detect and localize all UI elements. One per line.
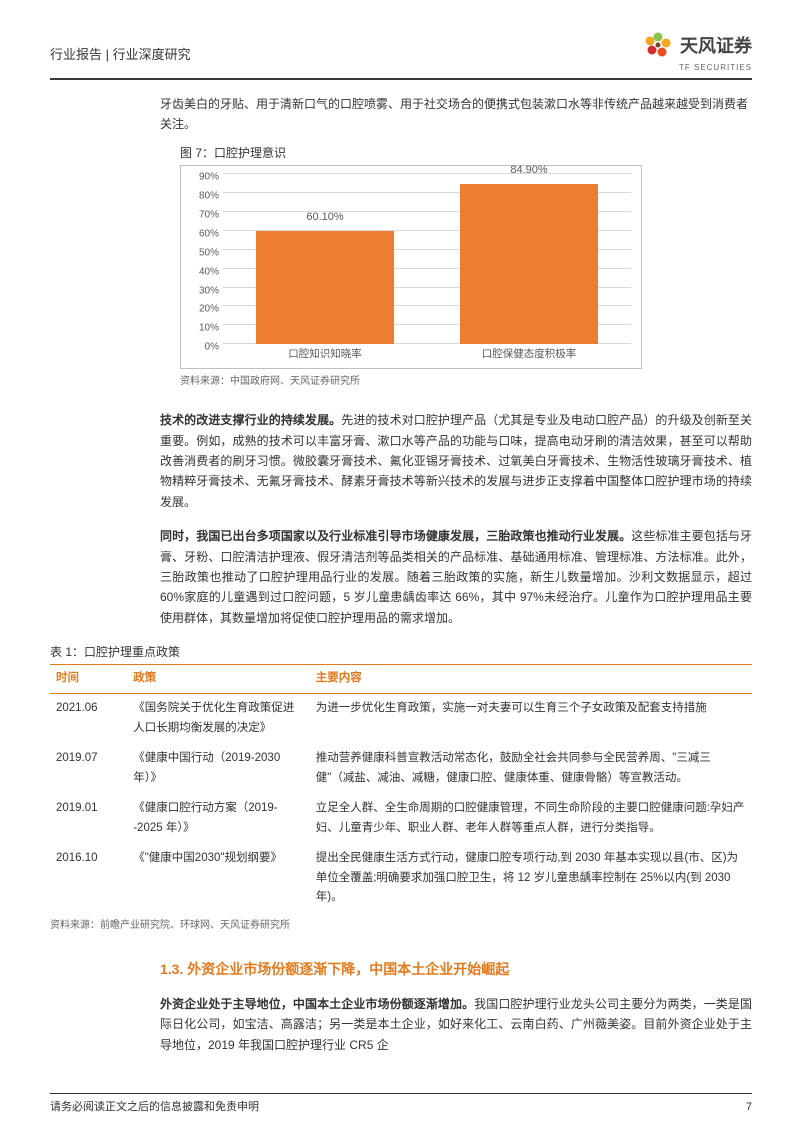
page-header: 行业报告 | 行业深度研究 天风证券 TF SECURITIES xyxy=(50,30,752,80)
paragraph-policy: 同时，我国已出台多项国家以及行业标准引导市场健康发展，三胎政策也推动行业发展。这… xyxy=(160,526,752,628)
x-axis-label: 口腔保健态度积极率 xyxy=(460,346,599,364)
y-axis-label: 0% xyxy=(187,339,219,356)
table-cell: 2019.07 xyxy=(50,744,127,794)
footer-disclaimer: 请务必阅读正文之后的信息披露和免责申明 xyxy=(50,1098,259,1117)
table-cell: 推动营养健康科普宣教活动常态化，鼓励全社会共同参与全民营养周、"三减三健"（减盐… xyxy=(310,744,752,794)
table-cell: 《"健康中国2030"规划纲要》 xyxy=(127,844,310,914)
y-axis-label: 50% xyxy=(187,244,219,261)
table-cell: 提出全民健康生活方式行动，健康口腔专项行动,到 2030 年基本实现以县(市、区… xyxy=(310,844,752,914)
table-header-cell: 主要内容 xyxy=(310,665,752,694)
table-cell: 立足全人群、全生命周期的口腔健康管理，不同生命阶段的主要口腔健康问题:孕妇产妇、… xyxy=(310,794,752,844)
table-cell: 2021.06 xyxy=(50,694,127,744)
y-axis-label: 60% xyxy=(187,225,219,242)
table-cell: 2019.01 xyxy=(50,794,127,844)
table-cell: 《健康口腔行动方案（2019- -2025 年）》 xyxy=(127,794,310,844)
page-number: 7 xyxy=(746,1098,752,1117)
table-caption: 表 1：口腔护理重点政策 xyxy=(50,642,752,662)
policy-table: 时间政策主要内容 2021.06《国务院关于优化生育政策促进人口长期均衡发展的决… xyxy=(50,664,752,913)
intro-paragraph: 牙齿美白的牙贴、用于清新口气的口腔喷雾、用于社交场合的便携式包装漱口水等非传统产… xyxy=(160,94,752,135)
section-heading: 1.3. 外资企业市场份额逐渐下降，中国本土企业开始崛起 xyxy=(160,958,752,982)
table-row: 2019.01《健康口腔行动方案（2019- -2025 年）》立足全人群、全生… xyxy=(50,794,752,844)
company-logo: 天风证券 TF SECURITIES xyxy=(643,30,752,72)
bar-rect xyxy=(460,184,599,344)
y-axis-label: 20% xyxy=(187,301,219,318)
logo-text-en: TF SECURITIES xyxy=(643,64,752,72)
table-source: 资料来源：前瞻产业研究院、环球网、天风证券研究所 xyxy=(50,917,752,934)
table-row: 2019.07《健康中国行动（2019-2030 年）》推动营养健康科普宣教活动… xyxy=(50,744,752,794)
paragraph-market-lead: 外资企业处于主导地位，中国本土企业市场份额逐渐增加。 xyxy=(160,997,474,1011)
y-axis-label: 30% xyxy=(187,282,219,299)
y-axis-label: 40% xyxy=(187,263,219,280)
table-row: 2021.06《国务院关于优化生育政策促进人口长期均衡发展的决定》为进一步优化生… xyxy=(50,694,752,744)
table-cell: 为进一步优化生育政策，实施一对夫妻可以生育三个子女政策及配套支持措施 xyxy=(310,694,752,744)
paragraph-tech-lead: 技术的改进支撑行业的持续发展。 xyxy=(160,413,341,427)
y-axis-label: 90% xyxy=(187,169,219,186)
table-header-cell: 时间 xyxy=(50,665,127,694)
paragraph-policy-lead: 同时，我国已出台多项国家以及行业标准引导市场健康发展，三胎政策也推动行业发展。 xyxy=(160,529,631,543)
bar-value-label: 84.90% xyxy=(510,161,547,180)
table-cell: 2016.10 xyxy=(50,844,127,914)
table-header-cell: 政策 xyxy=(127,665,310,694)
y-axis-label: 70% xyxy=(187,206,219,223)
chart-caption: 图 7：口腔护理意识 xyxy=(180,143,752,163)
table-cell: 《健康中国行动（2019-2030 年）》 xyxy=(127,744,310,794)
chart-source: 资料来源：中国政府网、天风证券研究所 xyxy=(180,373,642,390)
y-axis-label: 10% xyxy=(187,320,219,337)
x-axis-label: 口腔知识知晓率 xyxy=(256,346,395,364)
page-footer: 请务必阅读正文之后的信息披露和免责申明 7 xyxy=(50,1093,752,1117)
paragraph-tech-body: 先进的技术对口腔护理产品（尤其是专业及电动口腔产品）的升级及创新至关重要。例如，… xyxy=(160,413,752,509)
logo-flower-icon xyxy=(643,30,673,62)
bar-rect xyxy=(256,231,395,345)
paragraph-policy-body: 这些标准主要包括与牙膏、牙粉、口腔清洁护理液、假牙清洁剂等品类相关的产品标准、基… xyxy=(160,529,752,625)
table-row: 2016.10《"健康中国2030"规划纲要》提出全民健康生活方式行动，健康口腔… xyxy=(50,844,752,914)
bar-chart: 0%10%20%30%40%50%60%70%80%90%60.10%84.90… xyxy=(180,165,642,369)
paragraph-market: 外资企业处于主导地位，中国本土企业市场份额逐渐增加。我国口腔护理行业龙头公司主要… xyxy=(160,994,752,1055)
y-axis-label: 80% xyxy=(187,188,219,205)
breadcrumb: 行业报告 | 行业深度研究 xyxy=(50,30,191,66)
paragraph-tech: 技术的改进支撑行业的持续发展。先进的技术对口腔护理产品（尤其是专业及电动口腔产品… xyxy=(160,410,752,512)
table-cell: 《国务院关于优化生育政策促进人口长期均衡发展的决定》 xyxy=(127,694,310,744)
logo-text-cn: 天风证券 xyxy=(680,37,752,55)
bar-value-label: 60.10% xyxy=(306,208,343,227)
